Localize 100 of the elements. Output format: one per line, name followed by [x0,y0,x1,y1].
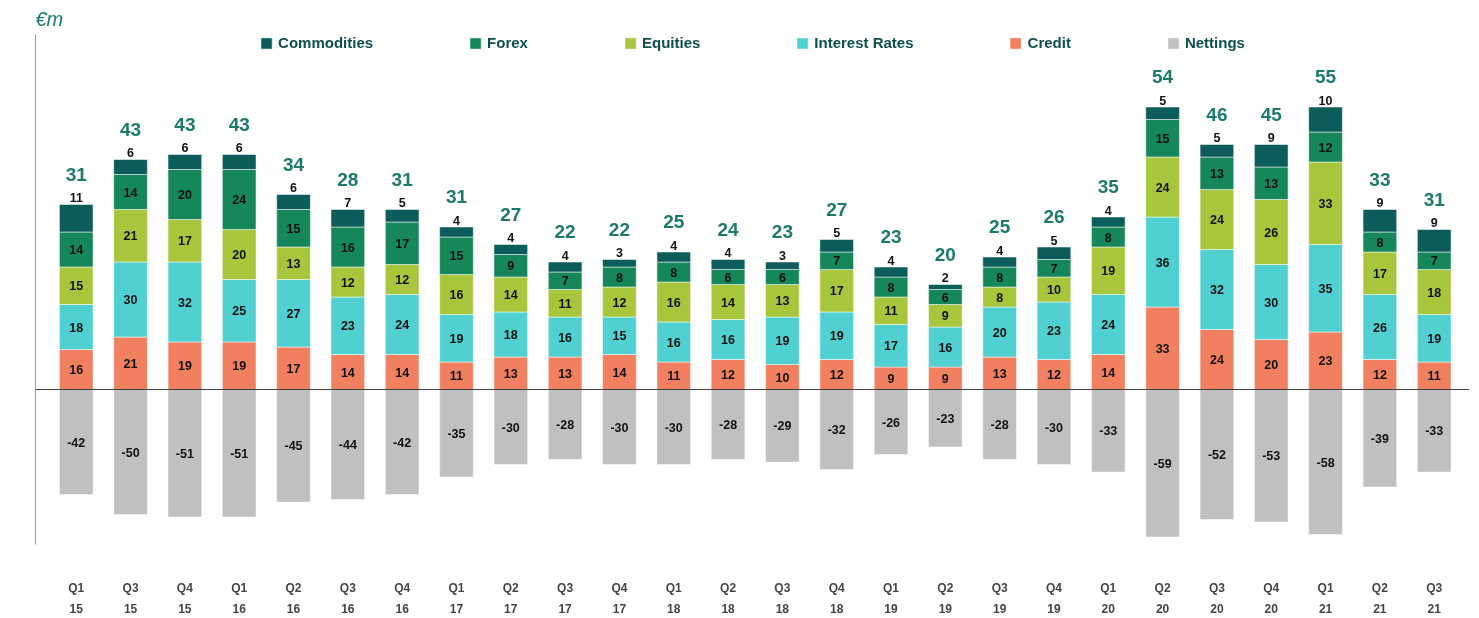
data-label: 25 [232,304,247,319]
data-label: 24 [395,318,410,332]
x-tick-label: Q3 20 [1208,580,1226,616]
total-label: 43 [174,113,196,135]
x-tick-label: Q2 16 [285,580,302,616]
total-label: 20 [934,243,956,265]
data-label: 14 [721,295,736,310]
data-label: 26 [1264,225,1279,240]
data-label: 5 [1050,233,1058,248]
data-label: 5 [1213,131,1221,146]
data-label: 12 [1047,368,1061,382]
data-label: 16 [721,333,736,347]
data-label: 33 [1155,341,1170,356]
data-label: -59 [1153,456,1172,471]
data-label: 8 [996,270,1004,285]
data-label: 10 [1318,93,1333,108]
x-tick-label: Q4 15 [176,580,194,616]
data-label: 2 [941,271,949,286]
data-label: -50 [121,445,140,460]
data-label: -28 [990,418,1009,432]
total-label: 35 [1097,176,1120,198]
data-label: 19 [232,359,247,374]
total-label: 24 [717,218,740,240]
data-label: 18 [503,328,518,342]
x-tick-label: Q3 16 [339,580,357,616]
data-label: 9 [1376,196,1384,211]
data-label: 13 [286,256,301,271]
data-label: 11 [558,296,572,311]
x-tick-label: Q1 20 [1100,580,1117,616]
data-label: 18 [1427,285,1442,300]
data-label: 10 [775,370,790,385]
data-label: 7 [561,274,569,289]
data-label: 30 [1264,295,1279,310]
total-label: 27 [826,198,848,220]
data-label: -30 [1044,420,1064,435]
data-label: -30 [610,420,629,435]
data-label: -33 [1425,424,1444,439]
x-tick-label: Q3 19 [991,580,1008,616]
data-label: 5 [398,196,406,211]
data-label: -30 [501,420,520,435]
total-label: 55 [1314,66,1337,88]
data-label: -35 [447,426,466,441]
data-label: 8 [1376,235,1384,250]
x-tick-label: Q1 18 [665,580,683,616]
data-label: -23 [936,411,955,426]
total-label: 25 [663,211,685,233]
total-label: 31 [445,186,468,208]
x-tick-label: Q2 18 [720,580,737,616]
data-label: 11 [69,191,83,206]
data-label: 17 [1372,266,1387,281]
data-label: 26 [1372,320,1387,335]
data-label: 16 [449,288,464,302]
data-label: 13 [992,366,1007,381]
total-label: 28 [337,168,359,190]
data-label: 6 [941,290,949,305]
data-label: 12 [721,368,736,382]
data-label: 6 [235,141,243,156]
x-tick-label: Q4 18 [828,580,846,616]
data-label: 12 [395,273,410,287]
data-label: 24 [1209,213,1224,227]
data-label: 15 [69,279,84,294]
legend-label: Forex [487,34,528,51]
data-label: 8 [996,290,1004,305]
data-label: 3 [778,248,786,263]
data-label: 16 [558,330,573,345]
data-label: -32 [827,423,846,437]
data-label: 8 [615,270,623,285]
data-label: 9 [1430,216,1438,231]
data-label: 15 [1155,131,1170,146]
data-label: 6 [127,146,135,161]
x-tick-label: Q2 20 [1154,580,1171,616]
data-label: -52 [1207,448,1226,462]
data-label: 4 [452,213,460,228]
data-label: 8 [1104,230,1112,245]
data-label: 13 [503,366,518,381]
data-label: -42 [393,435,412,450]
data-label: 20 [232,248,247,262]
data-label: 19 [177,359,192,374]
data-label: 20 [177,188,192,202]
data-label: 9 [941,371,949,386]
data-label: 12 [1318,140,1333,155]
data-label: 7 [1050,261,1058,276]
data-label: -51 [230,446,249,461]
data-label: 11 [1427,369,1441,384]
data-label: 14 [69,243,84,257]
data-label: 19 [829,329,844,344]
data-label: -28 [556,418,575,432]
data-label: 23 [1318,354,1333,369]
data-label: 35 [1318,281,1333,296]
data-label: 14 [123,185,138,200]
data-label: -42 [67,435,86,450]
data-label: 13 [1264,176,1279,191]
data-label: 19 [1427,331,1442,346]
x-tick-label: Q4 19 [1045,580,1063,616]
total-label: 43 [228,113,250,135]
total-label: 45 [1260,103,1283,125]
x-tick-label: Q1 21 [1317,580,1334,616]
x-tick-label: Q4 20 [1263,580,1280,616]
data-label: 33 [1318,196,1333,211]
x-tick-label: Q4 16 [394,580,411,616]
